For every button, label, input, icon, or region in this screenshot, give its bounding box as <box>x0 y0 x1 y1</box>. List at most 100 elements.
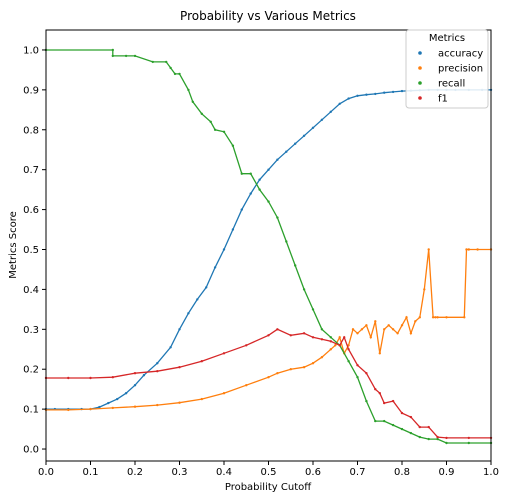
data-point-accuracy <box>365 93 368 96</box>
y-tick-label: 0.2 <box>23 365 39 376</box>
chart-title: Probability vs Various Metrics <box>180 9 356 23</box>
x-tick-label: 0.5 <box>261 467 277 478</box>
data-point-accuracy <box>98 405 101 409</box>
data-point-accuracy <box>258 178 261 181</box>
data-point-precision <box>320 356 324 359</box>
data-point-recall <box>249 172 252 175</box>
data-point-accuracy <box>133 384 137 387</box>
x-tick-label: 0.4 <box>216 467 232 478</box>
data-point-precision <box>334 344 337 347</box>
data-point-recall <box>302 288 306 291</box>
x-tick-label: 0.9 <box>439 467 455 478</box>
data-point-precision <box>356 332 359 335</box>
data-point-recall <box>267 200 270 203</box>
data-point-accuracy <box>267 168 270 171</box>
data-point-precision <box>391 328 395 331</box>
data-point-f1 <box>329 340 332 343</box>
data-point-accuracy <box>400 89 404 93</box>
data-point-precision <box>222 392 226 395</box>
data-point-recall <box>178 72 181 76</box>
data-point-precision <box>111 406 115 410</box>
data-point-f1 <box>445 436 448 440</box>
series-line-recall <box>46 49 491 444</box>
data-point-f1 <box>391 399 395 403</box>
data-point-precision <box>423 288 426 291</box>
data-point-recall <box>187 88 190 92</box>
data-point-precision <box>133 405 137 408</box>
data-point-f1 <box>365 372 368 375</box>
data-point-precision <box>267 376 270 379</box>
data-point-f1 <box>289 334 292 337</box>
data-point-recall <box>294 264 297 267</box>
data-point-precision <box>200 397 203 401</box>
data-point-precision <box>405 316 408 319</box>
data-point-accuracy <box>276 158 279 161</box>
series-recall <box>44 48 493 445</box>
x-tick-label: 0.8 <box>394 467 410 478</box>
y-tick-label: 0.0 <box>23 445 39 456</box>
series-accuracy <box>44 88 493 411</box>
data-point-recall <box>209 120 212 124</box>
data-point-precision <box>178 401 181 404</box>
series-layer <box>44 48 493 445</box>
data-point-recall <box>133 54 137 58</box>
data-point-accuracy <box>116 397 119 401</box>
data-point-recall <box>383 419 386 423</box>
data-point-precision <box>383 328 386 331</box>
y-tick-label: 0.4 <box>23 285 39 296</box>
data-point-accuracy <box>320 118 324 122</box>
y-tick-label: 1.0 <box>23 45 39 56</box>
data-point-recall <box>276 216 279 219</box>
data-point-f1 <box>302 332 306 335</box>
y-tick-label: 0.1 <box>23 405 39 416</box>
data-point-accuracy <box>294 142 297 145</box>
data-point-recall <box>173 72 177 76</box>
data-point-precision <box>431 316 435 319</box>
data-point-recall <box>400 427 404 431</box>
data-point-precision <box>445 316 448 319</box>
legend-label-precision: precision <box>438 64 483 75</box>
data-point-precision <box>476 248 479 251</box>
data-point-f1 <box>178 366 181 369</box>
data-point-f1 <box>378 392 381 395</box>
data-point-precision <box>387 324 390 327</box>
data-point-f1 <box>156 370 159 373</box>
data-point-accuracy <box>383 91 386 94</box>
x-tick-label: 0.3 <box>172 467 188 478</box>
data-point-accuracy <box>156 362 159 365</box>
data-point-precision <box>338 336 341 339</box>
data-point-precision <box>351 328 355 331</box>
data-point-precision <box>463 316 466 319</box>
data-point-f1 <box>320 338 324 341</box>
data-point-precision <box>329 348 332 351</box>
legend-label-f1: f1 <box>438 94 448 105</box>
data-point-recall <box>151 60 154 64</box>
data-point-f1 <box>89 376 92 380</box>
data-point-f1 <box>200 360 203 363</box>
data-point-recall <box>467 441 470 445</box>
series-line-accuracy <box>46 89 491 410</box>
x-tick-label: 1.0 <box>483 467 499 478</box>
y-axis: 0.0 0.1 0.2 0.3 0.4 0.5 0.6 0.7 0.8 0.9 1.0 <box>23 45 46 456</box>
data-point-f1 <box>267 334 270 337</box>
data-point-recall <box>231 144 235 147</box>
x-axis: 0.0 0.1 0.2 0.3 0.4 0.5 0.6 0.7 0.8 0.9 1.0 <box>38 461 499 478</box>
data-point-accuracy <box>240 208 243 211</box>
data-point-accuracy <box>222 248 226 251</box>
data-point-precision <box>436 316 439 319</box>
data-point-precision <box>245 384 248 387</box>
data-point-f1 <box>111 376 115 379</box>
data-point-precision <box>369 336 372 339</box>
data-point-precision <box>465 248 468 251</box>
data-point-f1 <box>276 328 279 331</box>
y-tick-label: 0.7 <box>23 165 39 176</box>
data-point-accuracy <box>231 228 235 231</box>
data-point-recall <box>418 435 421 439</box>
data-point-f1 <box>222 352 226 355</box>
data-point-precision <box>276 372 279 375</box>
data-point-accuracy <box>142 374 146 377</box>
data-point-accuracy <box>302 134 306 137</box>
x-tick-label: 0.0 <box>38 467 54 478</box>
data-point-precision <box>409 332 413 335</box>
